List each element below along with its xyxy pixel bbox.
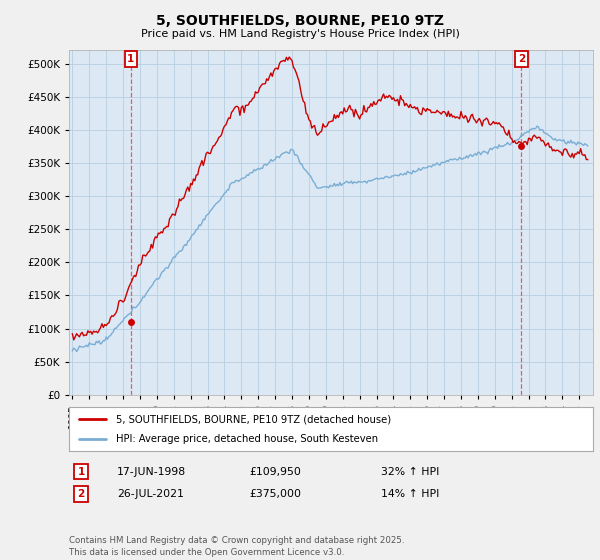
Text: 26-JUL-2021: 26-JUL-2021 — [117, 489, 184, 499]
Text: 5, SOUTHFIELDS, BOURNE, PE10 9TZ: 5, SOUTHFIELDS, BOURNE, PE10 9TZ — [156, 14, 444, 28]
Text: 17-JUN-1998: 17-JUN-1998 — [117, 466, 186, 477]
Text: £109,950: £109,950 — [249, 466, 301, 477]
Text: 1: 1 — [77, 466, 85, 477]
Text: £375,000: £375,000 — [249, 489, 301, 499]
Text: 2: 2 — [518, 54, 525, 64]
Text: HPI: Average price, detached house, South Kesteven: HPI: Average price, detached house, Sout… — [116, 433, 378, 444]
Text: 32% ↑ HPI: 32% ↑ HPI — [381, 466, 439, 477]
Text: 1: 1 — [127, 54, 134, 64]
Text: 2: 2 — [77, 489, 85, 499]
Text: 5, SOUTHFIELDS, BOURNE, PE10 9TZ (detached house): 5, SOUTHFIELDS, BOURNE, PE10 9TZ (detach… — [116, 414, 391, 424]
Text: Price paid vs. HM Land Registry's House Price Index (HPI): Price paid vs. HM Land Registry's House … — [140, 29, 460, 39]
Text: Contains HM Land Registry data © Crown copyright and database right 2025.
This d: Contains HM Land Registry data © Crown c… — [69, 536, 404, 557]
Text: 14% ↑ HPI: 14% ↑ HPI — [381, 489, 439, 499]
